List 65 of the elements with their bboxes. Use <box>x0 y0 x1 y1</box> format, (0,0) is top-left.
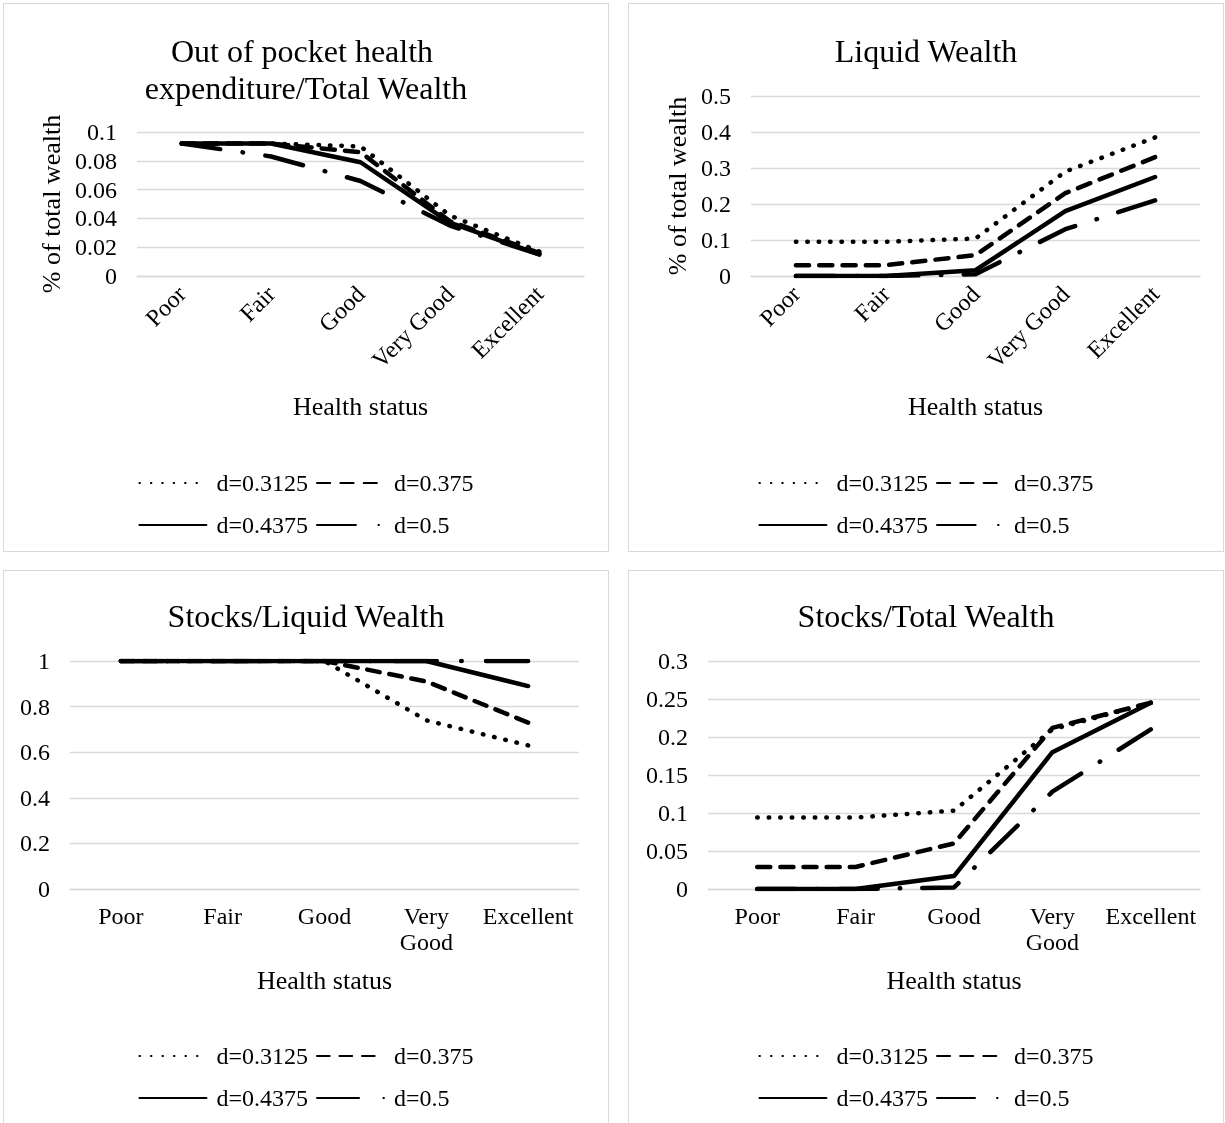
legend-label: d=0.5 <box>394 1085 450 1111</box>
y-tick-label: 0.1 <box>701 227 731 253</box>
y-tick-label: 0.2 <box>658 724 688 750</box>
y-tick-label: 0.02 <box>75 234 117 261</box>
x-axis-title: Health status <box>256 965 393 995</box>
x-axis-title: Health status <box>292 391 429 421</box>
y-tick-label: 0.4 <box>20 784 50 811</box>
legend-label: d=0.3125 <box>836 470 929 496</box>
x-tick-label: Excellent <box>1105 903 1197 929</box>
y-tick-label: 0.05 <box>646 838 688 864</box>
y-tick-label: 0.25 <box>646 686 688 712</box>
chart-title: Out of pocket health expenditure/Total Wealth <box>144 32 468 106</box>
y-tick-label: 0 <box>105 263 117 289</box>
legend-label: d=0.375 <box>394 1043 474 1069</box>
x-tick-label: Good <box>297 903 352 929</box>
y-axis-title: % of total wealth <box>36 114 66 294</box>
y-tick-label: 0.08 <box>75 147 117 174</box>
chart-title: Stocks/Total Wealth <box>797 597 1055 634</box>
legend-label: d=0.375 <box>394 470 474 496</box>
x-axis-title: Health status <box>907 391 1044 421</box>
x-tick-label: Fair <box>203 903 243 929</box>
y-tick-label: 0 <box>38 876 50 902</box>
x-tick-label: Fair <box>849 280 895 327</box>
x-tick-label: Very Good <box>1025 903 1080 955</box>
y-tick-label: 0 <box>719 263 731 289</box>
legend-label: d=0.5 <box>1014 1085 1070 1111</box>
x-axis-title: Health status <box>886 965 1022 995</box>
x-tick-label: Poor <box>754 280 806 332</box>
legend-label: d=0.5 <box>1014 512 1070 538</box>
y-tick-label: 0.4 <box>701 119 731 145</box>
y-tick-label: 0.04 <box>75 205 117 232</box>
y-tick-label: 0.1 <box>658 800 688 826</box>
x-tick-label: Poor <box>140 280 191 332</box>
legend-label: d=0.3125 <box>836 1043 929 1069</box>
y-tick-label: 0.5 <box>701 83 731 109</box>
y-tick-label: 1 <box>38 648 50 674</box>
y-tick-label: 0.8 <box>20 693 50 720</box>
x-tick-label: Good <box>927 903 981 929</box>
y-tick-label: 0.1 <box>87 119 117 145</box>
x-tick-label: Fair <box>234 280 281 327</box>
legend-label: d=0.375 <box>1014 470 1094 496</box>
x-tick-label: Poor <box>734 903 780 929</box>
legend-label: d=0.5 <box>394 512 450 538</box>
y-tick-label: 0.3 <box>701 155 731 181</box>
y-tick-label: 0.2 <box>20 830 50 857</box>
y-tick-label: 0.2 <box>701 191 731 217</box>
x-tick-label: Excellent <box>482 903 574 929</box>
chart-title: Stocks/Liquid Wealth <box>167 597 445 634</box>
y-axis-title: % of total wealth <box>662 96 692 276</box>
x-tick-label: Very Good <box>399 903 453 955</box>
y-tick-label: 0.06 <box>75 176 117 203</box>
x-tick-label: Poor <box>98 903 144 929</box>
legend-label: d=0.4375 <box>216 512 309 538</box>
y-tick-label: 0.6 <box>20 739 50 766</box>
y-tick-label: 0 <box>676 876 688 902</box>
x-tick-label: Fair <box>836 903 875 929</box>
legend-label: d=0.4375 <box>216 1085 309 1111</box>
y-tick-label: 0.3 <box>658 648 688 674</box>
legend-label: d=0.3125 <box>216 470 309 496</box>
chart-title: Liquid Wealth <box>834 32 1018 69</box>
legend-label: d=0.4375 <box>836 1085 929 1111</box>
y-tick-label: 0.15 <box>646 762 688 788</box>
legend-label: d=0.3125 <box>216 1043 309 1069</box>
legend-label: d=0.375 <box>1014 1043 1094 1069</box>
legend-label: d=0.4375 <box>836 512 929 538</box>
